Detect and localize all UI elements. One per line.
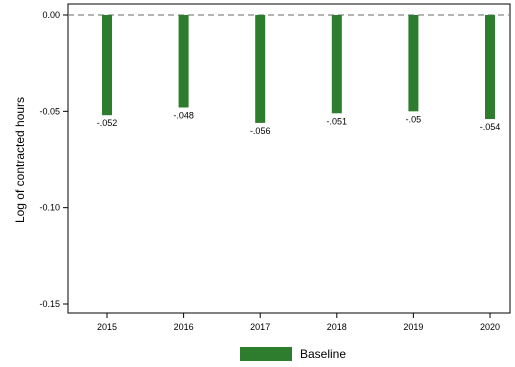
plot-frame — [67, 3, 511, 314]
data-label-2019: -.05 — [406, 114, 422, 124]
data-label-2017: -.056 — [250, 126, 271, 136]
bar-2018 — [331, 15, 342, 114]
bar-2019 — [408, 15, 419, 112]
data-label-2015: -.052 — [97, 118, 118, 128]
bar-2020 — [485, 15, 495, 120]
x-axis: 2015 2016 2017 2018 2019 2020 — [97, 313, 500, 332]
bar-2015 — [102, 15, 112, 116]
legend: Baseline — [240, 347, 346, 361]
data-label-2020: -.054 — [480, 122, 501, 132]
bar-2016 — [178, 15, 189, 108]
x-tick-label: 2020 — [480, 322, 500, 332]
y-tick-label: -0.10 — [39, 203, 60, 213]
data-label-2016: -.048 — [173, 110, 194, 120]
legend-label-baseline: Baseline — [300, 347, 346, 361]
y-axis: 0.00 -0.05 -0.10 -0.15 — [39, 10, 68, 309]
x-tick-label: 2019 — [403, 322, 423, 332]
x-tick-label: 2016 — [174, 322, 194, 332]
data-label-2018: -.051 — [327, 116, 348, 126]
y-axis-label: Log of contracted hours — [13, 97, 27, 223]
x-tick-label: 2015 — [97, 322, 117, 332]
data-labels: -.052 -.048 -.056 -.051 -.05 -.054 — [97, 110, 501, 135]
y-tick-label: -0.05 — [39, 106, 60, 116]
y-tick-label: 0.00 — [42, 10, 60, 20]
bars — [102, 15, 495, 123]
plot-border — [67, 3, 511, 314]
y-tick-label: -0.15 — [39, 299, 60, 309]
x-tick-label: 2018 — [327, 322, 347, 332]
legend-swatch-baseline — [240, 347, 292, 361]
bar-2017 — [255, 15, 266, 123]
x-tick-label: 2017 — [250, 322, 270, 332]
